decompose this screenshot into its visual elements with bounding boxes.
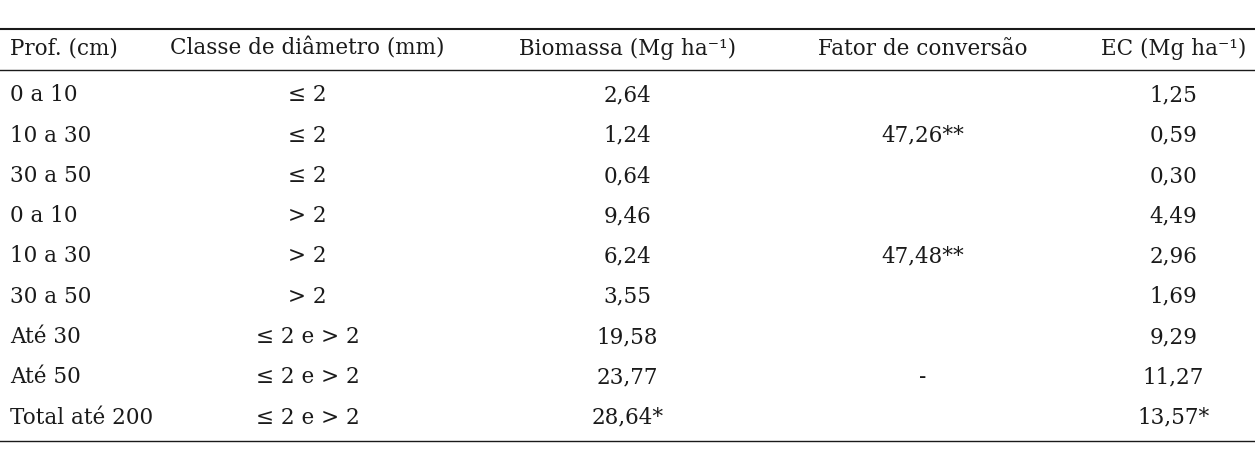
Text: 13,57*: 13,57* — [1137, 406, 1210, 428]
Text: 6,24: 6,24 — [604, 245, 651, 267]
Text: 9,46: 9,46 — [604, 205, 651, 227]
Text: > 2: > 2 — [289, 285, 326, 307]
Text: Até 50: Até 50 — [10, 365, 80, 388]
Text: ≤ 2 e > 2: ≤ 2 e > 2 — [256, 325, 359, 347]
Text: 0,30: 0,30 — [1150, 165, 1197, 187]
Text: 3,55: 3,55 — [604, 285, 651, 307]
Text: 0 a 10: 0 a 10 — [10, 84, 78, 106]
Text: Até 30: Até 30 — [10, 325, 80, 347]
Text: Biomassa (Mg ha⁻¹): Biomassa (Mg ha⁻¹) — [518, 38, 737, 60]
Text: 10 a 30: 10 a 30 — [10, 124, 92, 147]
Text: ≤ 2: ≤ 2 — [289, 84, 326, 106]
Text: 30 a 50: 30 a 50 — [10, 165, 92, 187]
Text: 30 a 50: 30 a 50 — [10, 285, 92, 307]
Text: ≤ 2: ≤ 2 — [289, 165, 326, 187]
Text: 4,49: 4,49 — [1150, 205, 1197, 227]
Text: 9,29: 9,29 — [1150, 325, 1197, 347]
Text: 10 a 30: 10 a 30 — [10, 245, 92, 267]
Text: Fator de conversão: Fator de conversão — [818, 38, 1027, 60]
Text: > 2: > 2 — [289, 205, 326, 227]
Text: 1,25: 1,25 — [1150, 84, 1197, 106]
Text: 11,27: 11,27 — [1143, 365, 1204, 388]
Text: 1,69: 1,69 — [1150, 285, 1197, 307]
Text: 1,24: 1,24 — [604, 124, 651, 147]
Text: EC (Mg ha⁻¹): EC (Mg ha⁻¹) — [1101, 38, 1246, 60]
Text: Total até 200: Total até 200 — [10, 406, 153, 428]
Text: -: - — [919, 365, 926, 388]
Text: 0,64: 0,64 — [604, 165, 651, 187]
Text: 47,48**: 47,48** — [881, 245, 964, 267]
Text: Classe de diâmetro (mm): Classe de diâmetro (mm) — [171, 38, 444, 60]
Text: 2,64: 2,64 — [604, 84, 651, 106]
Text: 0 a 10: 0 a 10 — [10, 205, 78, 227]
Text: ≤ 2: ≤ 2 — [289, 124, 326, 147]
Text: ≤ 2 e > 2: ≤ 2 e > 2 — [256, 406, 359, 428]
Text: Prof. (cm): Prof. (cm) — [10, 38, 118, 60]
Text: 28,64*: 28,64* — [591, 406, 664, 428]
Text: 0,59: 0,59 — [1150, 124, 1197, 147]
Text: 2,96: 2,96 — [1150, 245, 1197, 267]
Text: 23,77: 23,77 — [596, 365, 659, 388]
Text: > 2: > 2 — [289, 245, 326, 267]
Text: 47,26**: 47,26** — [881, 124, 964, 147]
Text: ≤ 2 e > 2: ≤ 2 e > 2 — [256, 365, 359, 388]
Text: 19,58: 19,58 — [596, 325, 659, 347]
